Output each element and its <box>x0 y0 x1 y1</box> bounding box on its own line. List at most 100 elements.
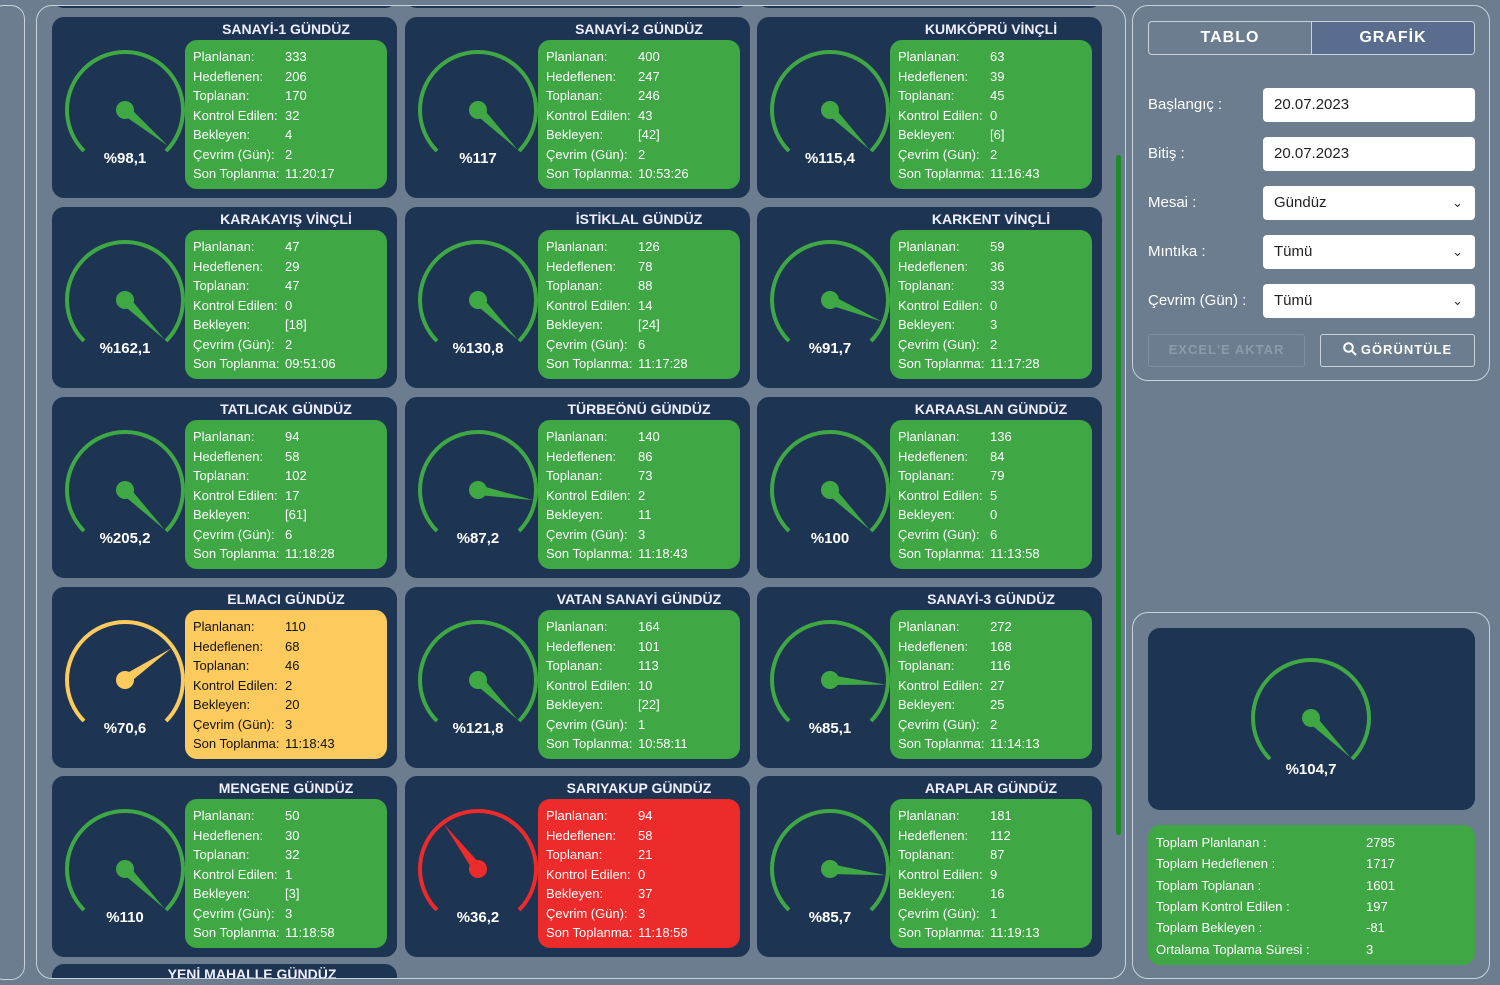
station-card[interactable]: ARAPLAR GÜNDÜZ %85,7 Planlanan: 181 Hedefl… <box>757 776 1102 957</box>
station-card[interactable]: VATAN SANAYİ GÜNDÜZ %121,8 Planlanan: 164… <box>405 587 750 768</box>
gauge-hub <box>469 101 487 119</box>
station-card[interactable]: KARAASLAN GÜNDÜZ %100 Planlanan: 136 Hedef… <box>757 397 1102 578</box>
info-value: 46 <box>285 658 300 674</box>
station-card[interactable]: TATLICAK GÜNDÜZ %205,2 Planlanan: 94 Hedef… <box>52 397 397 578</box>
view-button[interactable]: GÖRÜNTÜLE <box>1320 334 1475 367</box>
info-row-last: Son Toplanma: 10:58:11 <box>546 734 740 754</box>
summary-row: Toplam Toplanan : 1601 <box>1156 875 1475 896</box>
info-row-collected: Toplanan: 87 <box>898 845 1092 865</box>
info-row-planned: Planlanan: 140 <box>546 427 740 447</box>
info-value: [6] <box>990 127 1005 143</box>
tab-table[interactable]: TABLO <box>1200 29 1260 46</box>
start-date-input[interactable]: 20.07.2023 <box>1263 88 1475 122</box>
card-title: KARAKAYIŞ VİNÇLİ <box>220 211 352 227</box>
station-card[interactable]: TÜRBEÖNÜ GÜNDÜZ %87,2 Planlanan: 140 Hedef… <box>405 397 750 578</box>
info-value: 45 <box>990 88 1005 104</box>
gauge-needle <box>474 296 518 340</box>
gauge-needle <box>829 675 886 685</box>
chevron-down-icon: ⌄ <box>1452 244 1463 259</box>
info-row-waiting: Bekleyen: 20 <box>193 695 387 715</box>
info-row-collected: Toplanan: 47 <box>193 276 387 296</box>
info-value: 50 <box>285 808 300 824</box>
station-card[interactable]: SANAYİ-2 GÜNDÜZ %117 Planlanan: 400 Hedefl… <box>405 17 750 198</box>
info-label: Hedeflenen: <box>898 638 969 654</box>
gauge-needle <box>477 485 534 501</box>
info-value: 6 <box>285 526 293 542</box>
station-card[interactable]: SANAYİ-1 GÜNDÜZ %98,1 Planlanan: 333 Hedef… <box>52 17 397 198</box>
card-title: VATAN SANAYİ GÜNDÜZ <box>556 591 722 607</box>
cycle-select[interactable]: Tümü ⌄ <box>1263 284 1475 318</box>
scrollbar[interactable] <box>1116 155 1121 835</box>
info-label: Son Toplanma: <box>546 736 633 752</box>
info-label: Bekleyen: <box>546 697 604 713</box>
info-value: 116 <box>990 658 1011 674</box>
region-select[interactable]: Tümü ⌄ <box>1263 235 1475 269</box>
info-row-collected: Toplanan: 113 <box>546 656 740 676</box>
tab-chart[interactable]: GRAFİK <box>1311 22 1474 54</box>
gauge-arc <box>770 809 890 912</box>
gauge-percent: %85,7 <box>808 909 852 926</box>
info-row-targeted: Hedeflenen: 206 <box>193 67 387 87</box>
info-value: 79 <box>990 468 1005 484</box>
info-row-waiting: Bekleyen: [6] <box>898 125 1092 145</box>
info-row-targeted: Hedeflenen: 39 <box>898 67 1092 87</box>
card-title: MENGENE GÜNDÜZ <box>218 780 354 796</box>
gauge-arc <box>418 430 538 533</box>
summary-label: Toplam Bekleyen : <box>1156 920 1263 936</box>
station-card[interactable]: KUMKÖPRÜ VİNÇLİ %115,4 Planlanan: 63 Hedef… <box>757 17 1102 198</box>
info-label: Çevrim (Gün): <box>546 336 628 352</box>
station-card[interactable]: İSTİKLAL GÜNDÜZ %130,8 Planlanan: 126 Hede… <box>405 207 750 388</box>
info-value: 9 <box>990 866 998 882</box>
info-value: 2 <box>285 677 293 693</box>
station-card[interactable]: SANAYİ-3 GÜNDÜZ %85,1 Planlanan: 272 Hedef… <box>757 587 1102 768</box>
info-row-last: Son Toplanma: 11:20:17 <box>193 164 387 184</box>
info-row-collected: Toplanan: 88 <box>546 276 740 296</box>
gauge-hub <box>116 101 134 119</box>
info-value: 14 <box>638 297 653 313</box>
gauge-arc <box>418 50 538 153</box>
gauge-needle <box>829 864 886 876</box>
info-value: 2 <box>285 336 293 352</box>
station-card[interactable]: ELMACI GÜNDÜZ %70,6 Planlanan: 110 Hedefle… <box>52 587 397 768</box>
station-card[interactable]: KARAKAYIŞ VİNÇLİ %162,1 Planlanan: 47 Hede… <box>52 207 397 388</box>
export-excel-button[interactable]: EXCEL'E AKTAR <box>1148 334 1305 367</box>
shift-value: Gündüz <box>1274 194 1327 211</box>
info-label: Son Toplanma: <box>546 925 633 941</box>
gauge-hub <box>469 671 487 689</box>
info-value: 58 <box>285 448 300 464</box>
search-icon <box>1343 342 1357 356</box>
end-date-input[interactable]: 20.07.2023 <box>1263 137 1475 171</box>
chevron-down-icon: ⌄ <box>1452 195 1463 210</box>
info-value: [42] <box>638 127 660 143</box>
info-label: Toplanan: <box>898 88 955 104</box>
info-value: 181 <box>990 808 1012 824</box>
gauge-percent: %85,1 <box>808 720 852 737</box>
gauge-percent: %162,1 <box>99 340 151 357</box>
gauge <box>770 430 890 533</box>
info-value: 11:17:28 <box>990 356 1040 372</box>
card-title: YENİ MAHALLE GÜNDÜZ <box>167 966 337 979</box>
info-label: Toplanan: <box>546 658 603 674</box>
gauge <box>418 430 538 533</box>
info-row-waiting: Bekleyen: [42] <box>546 125 740 145</box>
gauge-grid-panel: YENİ MAHALLE GÜNDÜZ SANAYİ-1 GÜNDÜZ %98,… <box>36 5 1126 979</box>
info-label: Hedeflenen: <box>193 448 264 464</box>
info-row-cycle: Çevrim (Gün): 2 <box>898 715 1092 735</box>
station-card[interactable]: KARKENT VİNÇLİ %91,7 Planlanan: 59 Hedefle… <box>757 207 1102 388</box>
info-label: Hedeflenen: <box>193 638 264 654</box>
gauge-hub <box>821 101 839 119</box>
info-row-waiting: Bekleyen: 3 <box>898 315 1092 335</box>
card-yeni-mahalle[interactable]: YENİ MAHALLE GÜNDÜZ <box>52 964 397 979</box>
shift-select[interactable]: Gündüz ⌄ <box>1263 186 1475 220</box>
info-label: Bekleyen: <box>898 127 956 143</box>
info-row-cycle: Çevrim (Gün): 2 <box>898 335 1092 355</box>
station-card[interactable]: SARIYAKUP GÜNDÜZ %36,2 Planlanan: 94 Hedef… <box>405 776 750 957</box>
info-box: Planlanan: 126 Hedeflenen: 78 Toplanan: 88 Kon… <box>538 230 740 379</box>
info-row-checked: Kontrol Edilen: 43 <box>546 106 740 126</box>
info-row-checked: Kontrol Edilen: 27 <box>898 676 1092 696</box>
station-card[interactable]: MENGENE GÜNDÜZ %110 Planlanan: 50 Hedeflen… <box>52 776 397 957</box>
gauge-arc <box>65 50 185 153</box>
info-value: 5 <box>990 487 998 503</box>
info-value: 58 <box>638 827 653 843</box>
info-label: Bekleyen: <box>546 507 604 523</box>
